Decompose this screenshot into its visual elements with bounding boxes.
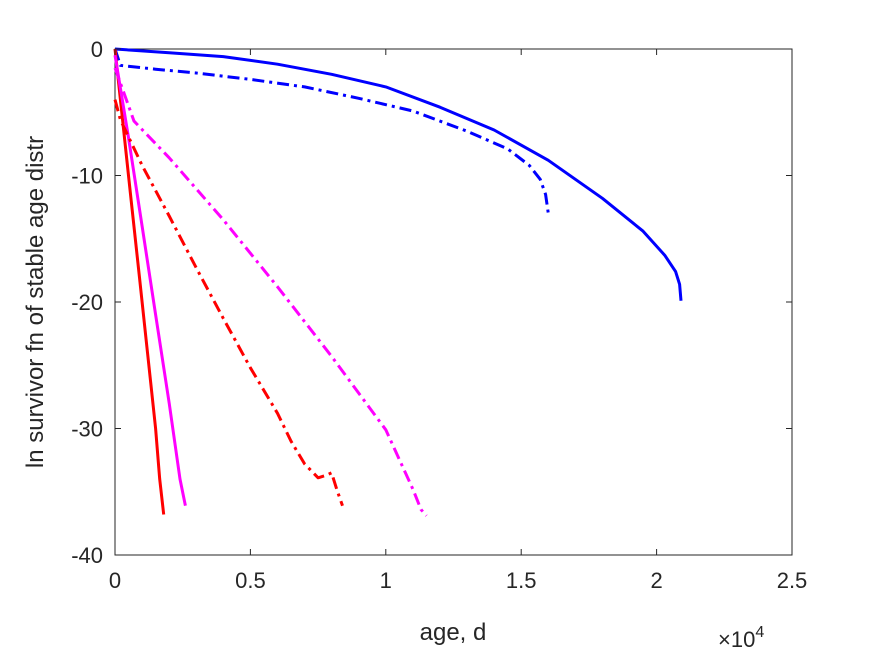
- x-tick-label: 1: [380, 568, 392, 593]
- series-line-4: [113, 55, 187, 506]
- y-tick-label: -30: [71, 417, 103, 442]
- y-tick-label: -40: [71, 543, 103, 568]
- x-tick-label: 0.5: [235, 568, 266, 593]
- x-tick-label: 2: [650, 568, 662, 593]
- plot-area: [114, 48, 793, 556]
- x-tick-label: 2.5: [777, 568, 808, 593]
- y-tick-label: -20: [71, 290, 103, 315]
- x-axis-label: age, d: [420, 619, 487, 646]
- tick-layer: 0 0.5 1 1.5 2 2.5 0 -10 -20 -30 -40: [71, 37, 807, 593]
- y-axis-label: ln survivor fn of stable age distr: [22, 136, 49, 468]
- y-tick-label: 0: [91, 37, 103, 62]
- x-tick-label: 0: [109, 568, 121, 593]
- series-line-2: [113, 48, 550, 214]
- x-tick-label: 1.5: [506, 568, 537, 593]
- series-line-5: [113, 99, 344, 507]
- y-tick-label: -10: [71, 164, 103, 189]
- x-exponent-power: 4: [755, 624, 764, 641]
- series-line-6: [113, 67, 428, 517]
- series-line-3: [113, 48, 166, 515]
- series-line-1: [114, 47, 683, 301]
- x-exponent-base: ×10: [718, 627, 755, 652]
- x-exponent-label: ×104: [718, 624, 764, 652]
- series-layer: [113, 47, 683, 517]
